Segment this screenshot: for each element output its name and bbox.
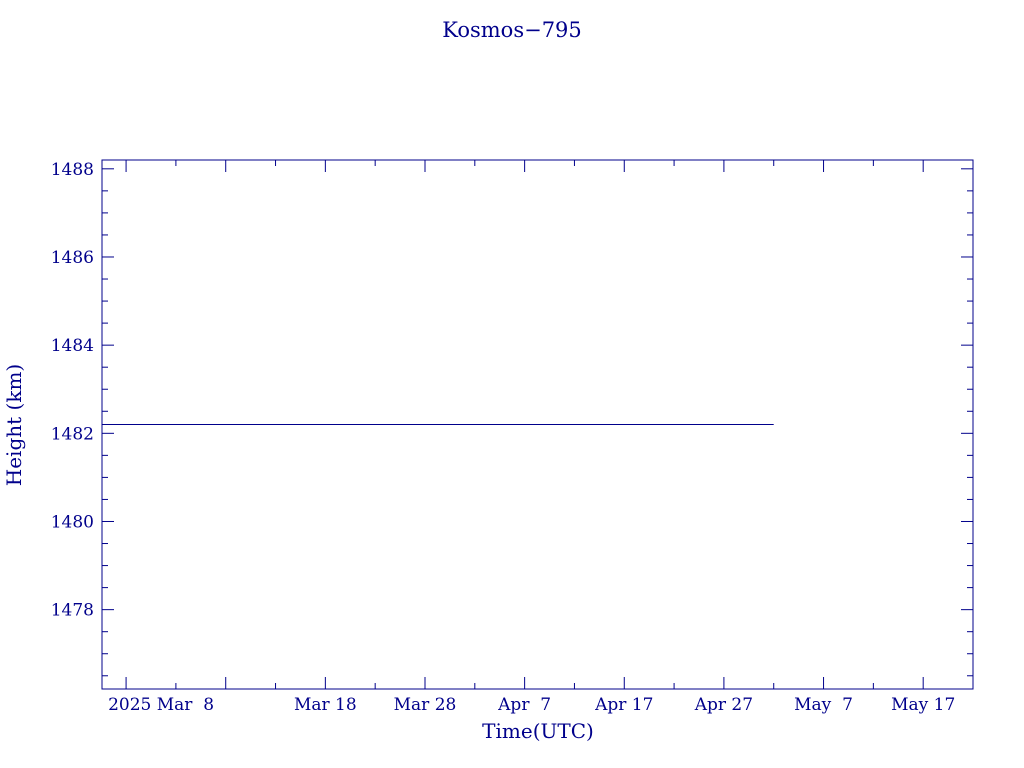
y-axis-ticks: 1478 1480 1482 1484 1486 1488 xyxy=(51,160,973,677)
x-tick-label: Apr 17 xyxy=(594,695,653,715)
x-axis-label: Time(UTC) xyxy=(482,719,594,743)
y-tick-label: 1478 xyxy=(51,601,94,621)
y-axis-label: Height (km) xyxy=(2,364,26,486)
x-tick-label: 2025 Mar 8 xyxy=(108,695,214,715)
chart-title: Kosmos−795 xyxy=(442,18,582,42)
x-tick-label: Apr 7 xyxy=(497,695,551,715)
y-tick-label: 1480 xyxy=(51,512,94,532)
x-axis-ticks: 2025 Mar 8 Mar 18 Mar 28 Apr 7 Apr 17 Apr 27 M… xyxy=(108,160,955,715)
y-tick-label: 1486 xyxy=(51,248,94,268)
x-tick-label: Apr 27 xyxy=(694,695,753,715)
x-tick-label: May 7 xyxy=(794,695,853,715)
x-tick-label: May 17 xyxy=(891,695,955,715)
x-tick-label: Mar 18 xyxy=(294,695,357,715)
x-tick-label: Mar 28 xyxy=(394,695,457,715)
y-tick-label: 1482 xyxy=(51,424,94,444)
y-tick-label: 1488 xyxy=(51,160,94,180)
y-tick-label: 1484 xyxy=(51,336,94,356)
